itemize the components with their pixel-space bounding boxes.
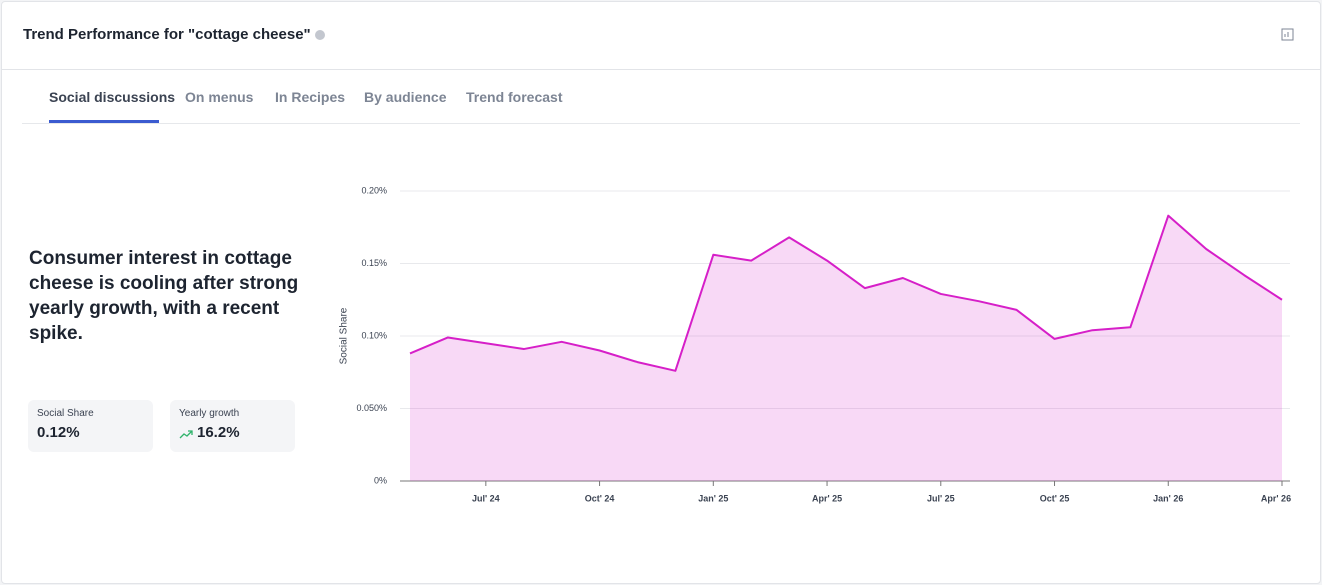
header: Trend Performance for "cottage cheese" bbox=[2, 2, 1320, 70]
tab[interactable]: In Recipes bbox=[275, 89, 346, 105]
x-tick-label: Jan' 25 bbox=[698, 493, 728, 503]
x-tick-label: Apr' 26 bbox=[1261, 493, 1291, 503]
tab[interactable]: Social discussions bbox=[49, 89, 176, 105]
stat-card: Yearly growth 16.2% bbox=[170, 400, 295, 452]
tab[interactable]: On menus bbox=[185, 89, 254, 105]
x-tick-label: Oct' 24 bbox=[585, 493, 615, 503]
tab[interactable]: By audience bbox=[364, 89, 447, 105]
line bbox=[409, 214, 1283, 372]
y-tick-label: 0.050% bbox=[356, 403, 387, 413]
tab-bar: Social discussions On menus In Recipes B… bbox=[22, 70, 1300, 124]
x-tick-label: Jan' 26 bbox=[1153, 493, 1183, 503]
y-tick-label: 0.15% bbox=[361, 258, 387, 268]
title: Trend Performance for "cottage cheese" bbox=[23, 26, 311, 43]
y-tick-label: 0.10% bbox=[361, 330, 387, 340]
stat-label: Yearly growth bbox=[179, 408, 240, 419]
y-axis-label: Social Share bbox=[339, 307, 350, 364]
chart-icon[interactable] bbox=[1281, 28, 1294, 41]
summary: Consumer interest in cottage cheese is c… bbox=[29, 248, 299, 344]
y-tick-label: 0% bbox=[374, 475, 387, 485]
stat-value: 0.12% bbox=[37, 424, 80, 441]
stat-value: 16.2% bbox=[197, 424, 240, 441]
stat-label: Social Share bbox=[37, 408, 94, 419]
stat-card: Social Share 0.12% bbox=[28, 400, 153, 452]
info-icon[interactable] bbox=[315, 30, 325, 40]
trend-up-icon bbox=[179, 430, 193, 439]
y-tick-label: 0.20% bbox=[361, 185, 387, 195]
x-tick-label: Oct' 25 bbox=[1040, 493, 1070, 503]
x-tick-label: Jul' 25 bbox=[927, 493, 955, 503]
x-tick-label: Apr' 25 bbox=[812, 493, 842, 503]
tab[interactable]: Trend forecast bbox=[466, 89, 563, 105]
active-underline bbox=[49, 120, 159, 123]
x-tick-label: Jul' 24 bbox=[472, 493, 500, 503]
area bbox=[410, 215, 1282, 481]
